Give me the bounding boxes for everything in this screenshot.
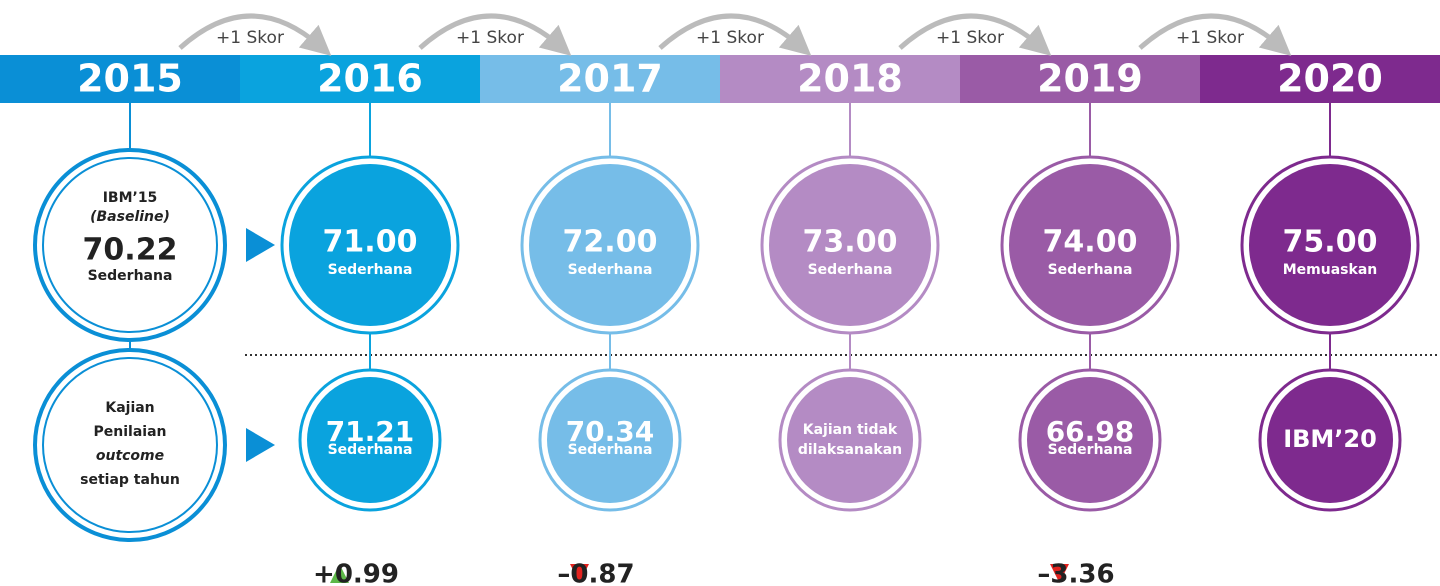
year-label: 2015 (77, 57, 183, 101)
actual-text: Sederhana (328, 442, 413, 458)
target-grade: Sederhana (808, 262, 893, 278)
target-grade: Sederhana (568, 262, 653, 278)
actual-text: Sederhana (568, 442, 653, 458)
annual-line: Kajian (105, 400, 154, 416)
inner (42, 357, 218, 533)
actual-text: 66.98 (1046, 415, 1135, 448)
change-triangle (1050, 564, 1069, 583)
annual-line: outcome (96, 448, 164, 464)
target-score: 71.00 (323, 225, 418, 260)
change-label: –0.87 (557, 560, 634, 586)
target-score: 74.00 (1043, 225, 1138, 260)
target-score: 73.00 (803, 225, 898, 260)
annual-line: Penilaian (94, 424, 167, 440)
actual-text: dilaksanakan (798, 442, 902, 458)
baseline-subtitle: (Baseline) (90, 209, 170, 225)
baseline-grade: Sederhana (88, 268, 173, 284)
year-label: 2017 (557, 57, 663, 101)
actual-text: IBM’20 (1283, 425, 1377, 453)
target-score: 72.00 (563, 225, 658, 260)
actual-text: 70.34 (566, 415, 655, 448)
target-circle (1009, 164, 1171, 326)
actual-circle (1027, 377, 1153, 503)
annual-line: setiap tahun (80, 472, 180, 488)
actual-text: Sederhana (1048, 442, 1133, 458)
target-circle (529, 164, 691, 326)
arrow-label: +1 Skor (1176, 28, 1244, 48)
change-triangle (570, 564, 589, 583)
pointer (246, 228, 275, 262)
change-label: +0.99 (313, 560, 399, 586)
year-label: 2018 (797, 57, 903, 101)
inner (42, 157, 218, 333)
actual-text: 71.21 (326, 415, 415, 448)
year-band (720, 55, 960, 103)
arc-arrow (658, 13, 812, 56)
target-grade: Sederhana (1048, 262, 1133, 278)
baseline-title: IBM’15 (103, 190, 158, 206)
year-band (480, 55, 720, 103)
actual-circle (1267, 377, 1393, 503)
target-grade: Memuaskan (1283, 262, 1378, 278)
actual-circle (547, 377, 673, 503)
year-label: 2016 (317, 57, 423, 101)
arrow-label: +1 Skor (696, 28, 764, 48)
pointer (246, 428, 275, 462)
target-circle (769, 164, 931, 326)
arrow-label: +1 Skor (216, 28, 284, 48)
actual-text: Kajian tidak (803, 422, 898, 438)
arc-arrow (178, 13, 332, 56)
arc-arrow (898, 13, 1052, 56)
arrow-label: +1 Skor (936, 28, 1004, 48)
year-band (240, 55, 480, 103)
year-label: 2019 (1037, 57, 1143, 101)
year-label: 2020 (1277, 57, 1383, 101)
change-label: –3.36 (1037, 560, 1114, 586)
target-score: 75.00 (1283, 225, 1378, 260)
target-grade: Sederhana (328, 262, 413, 278)
arrow-label: +1 Skor (456, 28, 524, 48)
target-circle (1249, 164, 1411, 326)
year-band (1200, 55, 1440, 103)
arc-arrow (1138, 13, 1292, 56)
year-band (960, 55, 1200, 103)
baseline-score: 70.22 (83, 233, 178, 268)
year-band (0, 55, 240, 103)
arc-arrow (418, 13, 572, 56)
actual-circle (787, 377, 913, 503)
actual-circle (307, 377, 433, 503)
change-triangle (330, 564, 349, 583)
target-circle (289, 164, 451, 326)
